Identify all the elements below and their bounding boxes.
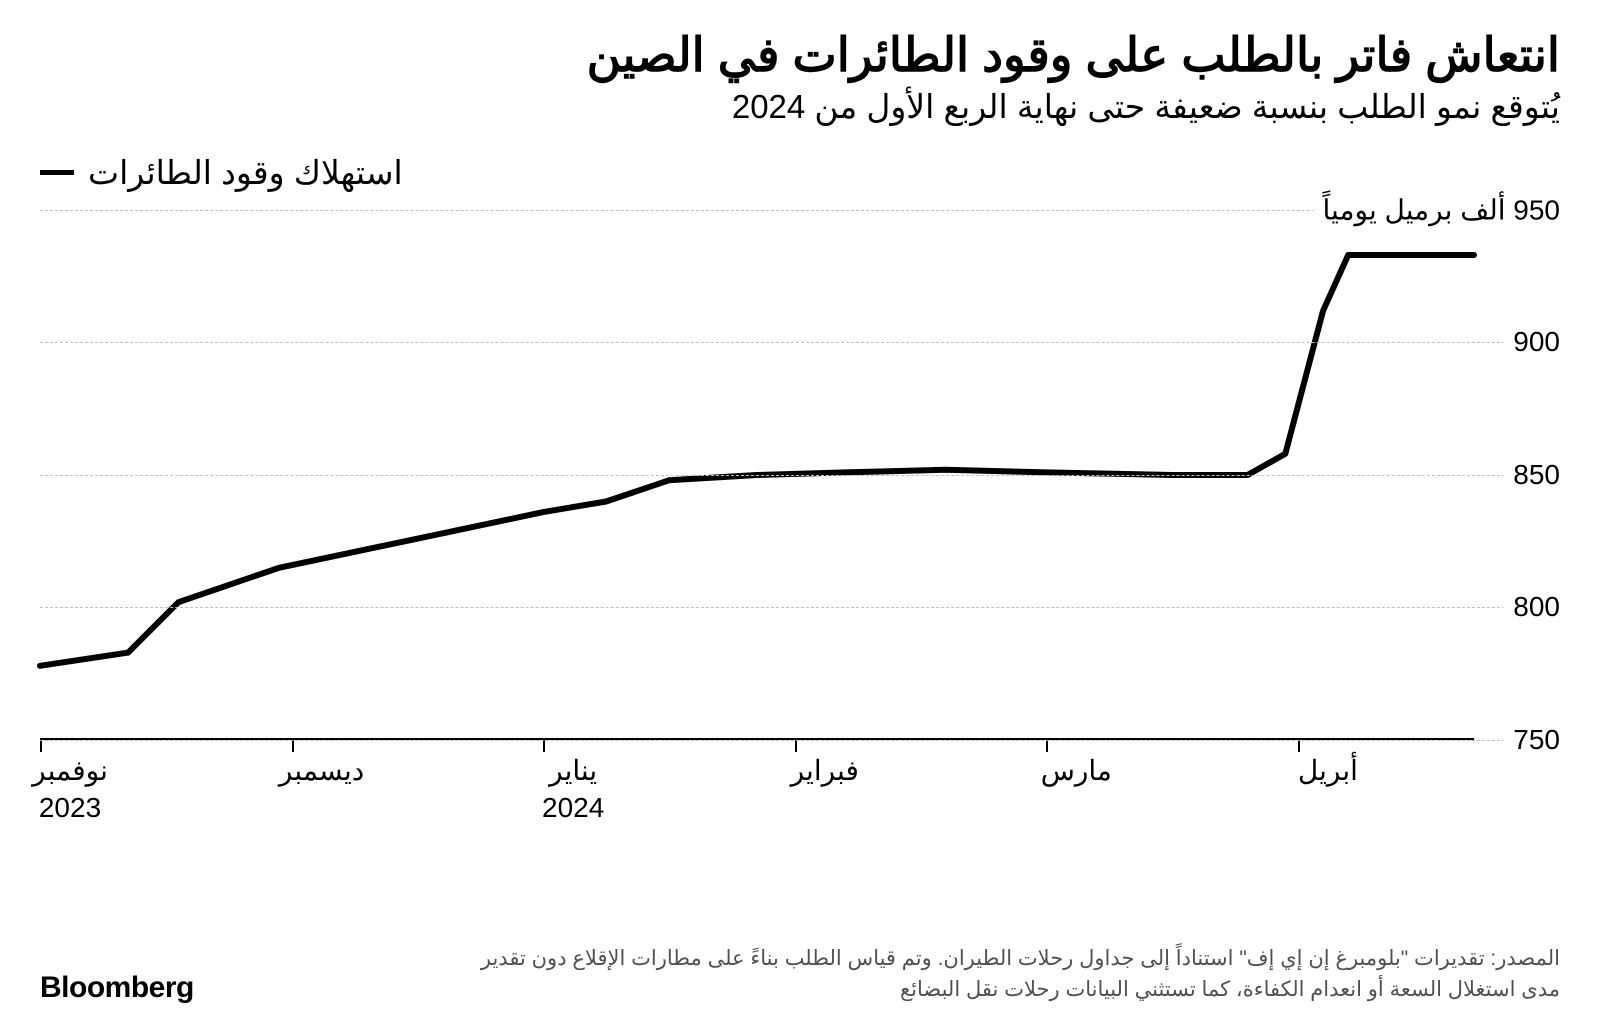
x-tick-mark — [795, 740, 797, 752]
legend: استهلاك وقود الطائرات — [40, 153, 1560, 192]
x-tick-mark — [292, 740, 294, 752]
chart-plot-wrap: نوفمبر2023ديسمبريناير2024فبرايرمارسأبريل… — [40, 210, 1560, 850]
x-tick-label: يناير — [549, 754, 597, 787]
legend-label: استهلاك وقود الطائرات — [88, 153, 403, 192]
x-tick-label: ديسمبر — [279, 754, 364, 787]
source-note: المصدر: تقديرات "بلومبرغ إن إي إف" استنا… — [480, 944, 1560, 1005]
brand-logo: Bloomberg — [40, 971, 194, 1005]
chart-subtitle: يُتوقع نمو الطلب بنسبة ضعيفة حتى نهاية ا… — [40, 86, 1560, 129]
y-tick-label: 800 — [1503, 591, 1560, 623]
gridline — [40, 475, 1560, 476]
chart-title: انتعاش فاتر بالطلب على وقود الطائرات في … — [40, 28, 1560, 82]
x-tick-label: فبراير — [791, 754, 859, 787]
x-tick-year: 2023 — [39, 792, 101, 824]
x-tick-label: أبريل — [1298, 754, 1358, 787]
y-tick-label: 900 — [1503, 326, 1560, 358]
x-tick-label: نوفمبر — [32, 754, 108, 787]
series-line — [40, 255, 1474, 666]
gridline — [40, 740, 1560, 741]
gridline — [40, 342, 1560, 343]
x-tick-mark — [1046, 740, 1048, 752]
chart-footer: Bloomberg المصدر: تقديرات "بلومبرغ إن إي… — [40, 944, 1560, 1005]
legend-swatch — [40, 170, 74, 175]
x-tick-mark — [40, 740, 42, 752]
x-tick-year: 2024 — [542, 792, 604, 824]
y-tick-label: 950 ألف برميل يومياً — [1313, 193, 1560, 226]
gridline — [40, 607, 1560, 608]
x-tick-mark — [543, 740, 545, 752]
y-tick-label: 750 — [1503, 724, 1560, 756]
y-tick-label: 850 — [1503, 459, 1560, 491]
x-tick-mark — [1298, 740, 1300, 752]
x-tick-label: مارس — [1041, 754, 1112, 787]
chart-container: انتعاش فاتر بالطلب على وقود الطائرات في … — [0, 0, 1600, 1031]
